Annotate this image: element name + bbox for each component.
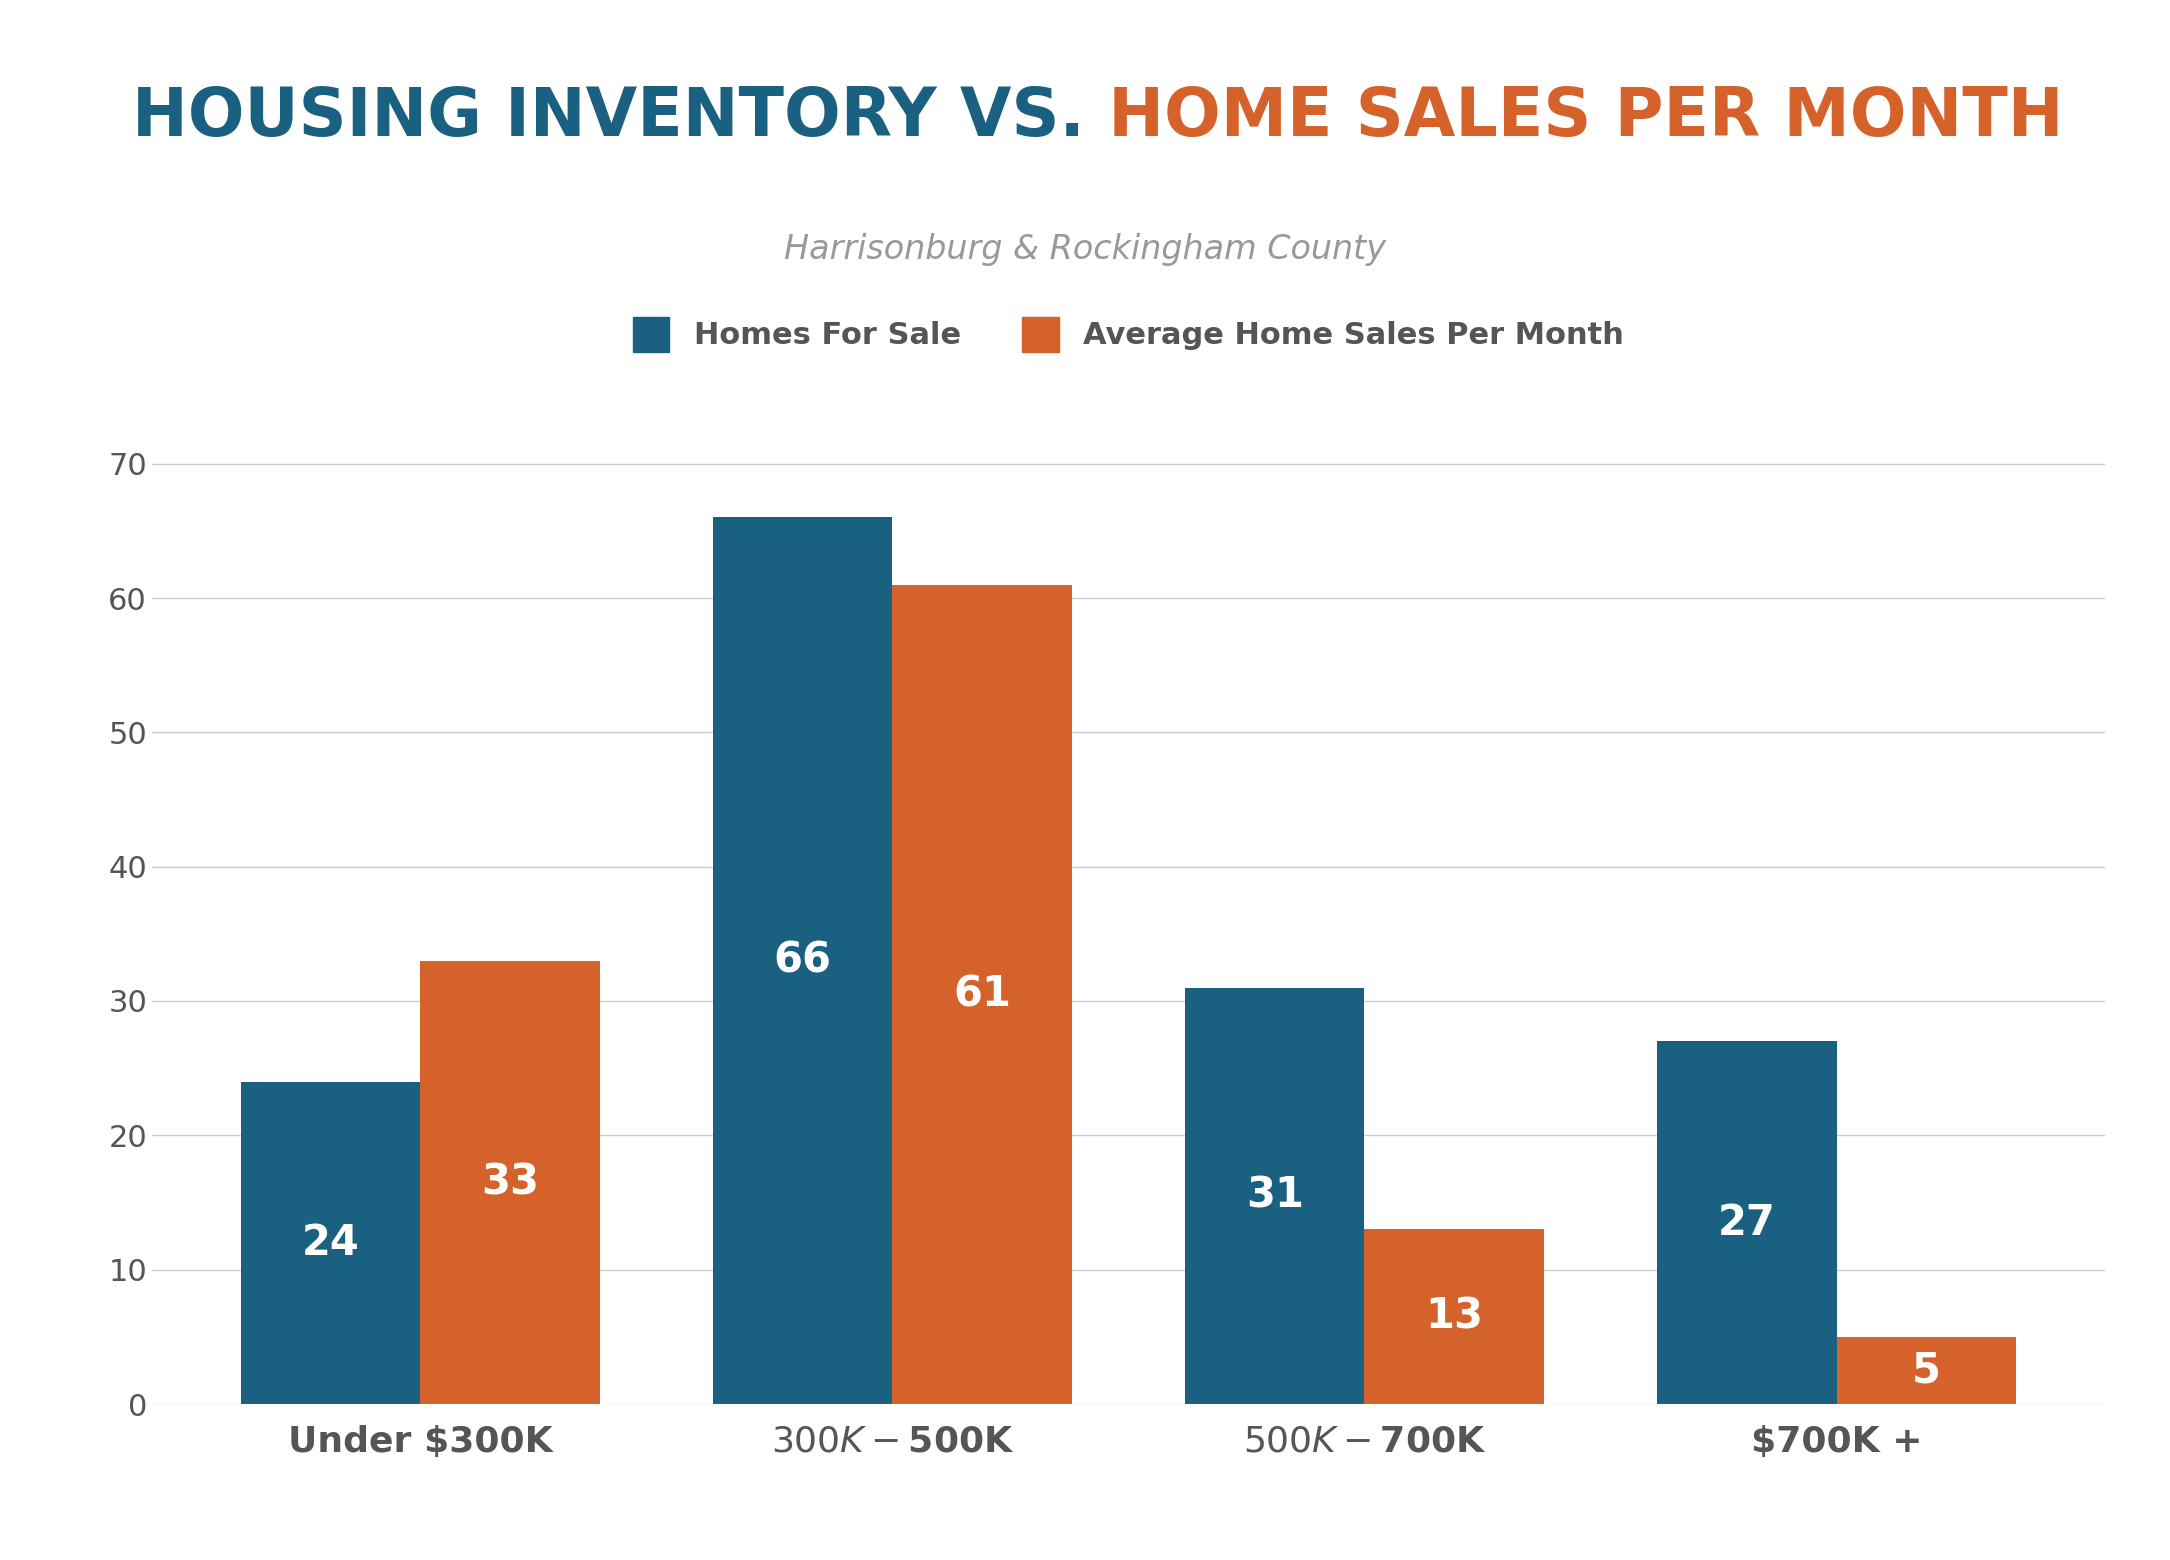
Text: 66: 66 xyxy=(773,939,831,981)
Text: 61: 61 xyxy=(953,973,1011,1016)
Bar xyxy=(714,518,892,1404)
Text: HOME SALES PER MONTH: HOME SALES PER MONTH xyxy=(1085,84,2064,150)
Bar xyxy=(1185,987,1365,1404)
Text: 33: 33 xyxy=(482,1161,538,1203)
Legend: Homes For Sale, Average Home Sales Per Month: Homes For Sale, Average Home Sales Per M… xyxy=(634,317,1623,353)
Text: Harrisonburg & Rockingham County: Harrisonburg & Rockingham County xyxy=(783,232,1387,267)
Text: 13: 13 xyxy=(1426,1296,1484,1337)
Text: 27: 27 xyxy=(1719,1201,1775,1243)
Text: 5: 5 xyxy=(1912,1349,1940,1392)
Bar xyxy=(1836,1337,2016,1404)
Bar xyxy=(421,961,599,1404)
Text: 31: 31 xyxy=(1246,1175,1304,1217)
Bar xyxy=(892,585,1072,1404)
Bar xyxy=(241,1081,421,1404)
Text: HOUSING INVENTORY VS.: HOUSING INVENTORY VS. xyxy=(132,84,1085,150)
Bar xyxy=(1365,1229,1543,1404)
Text: 24: 24 xyxy=(302,1221,360,1264)
Bar xyxy=(1658,1042,1836,1404)
